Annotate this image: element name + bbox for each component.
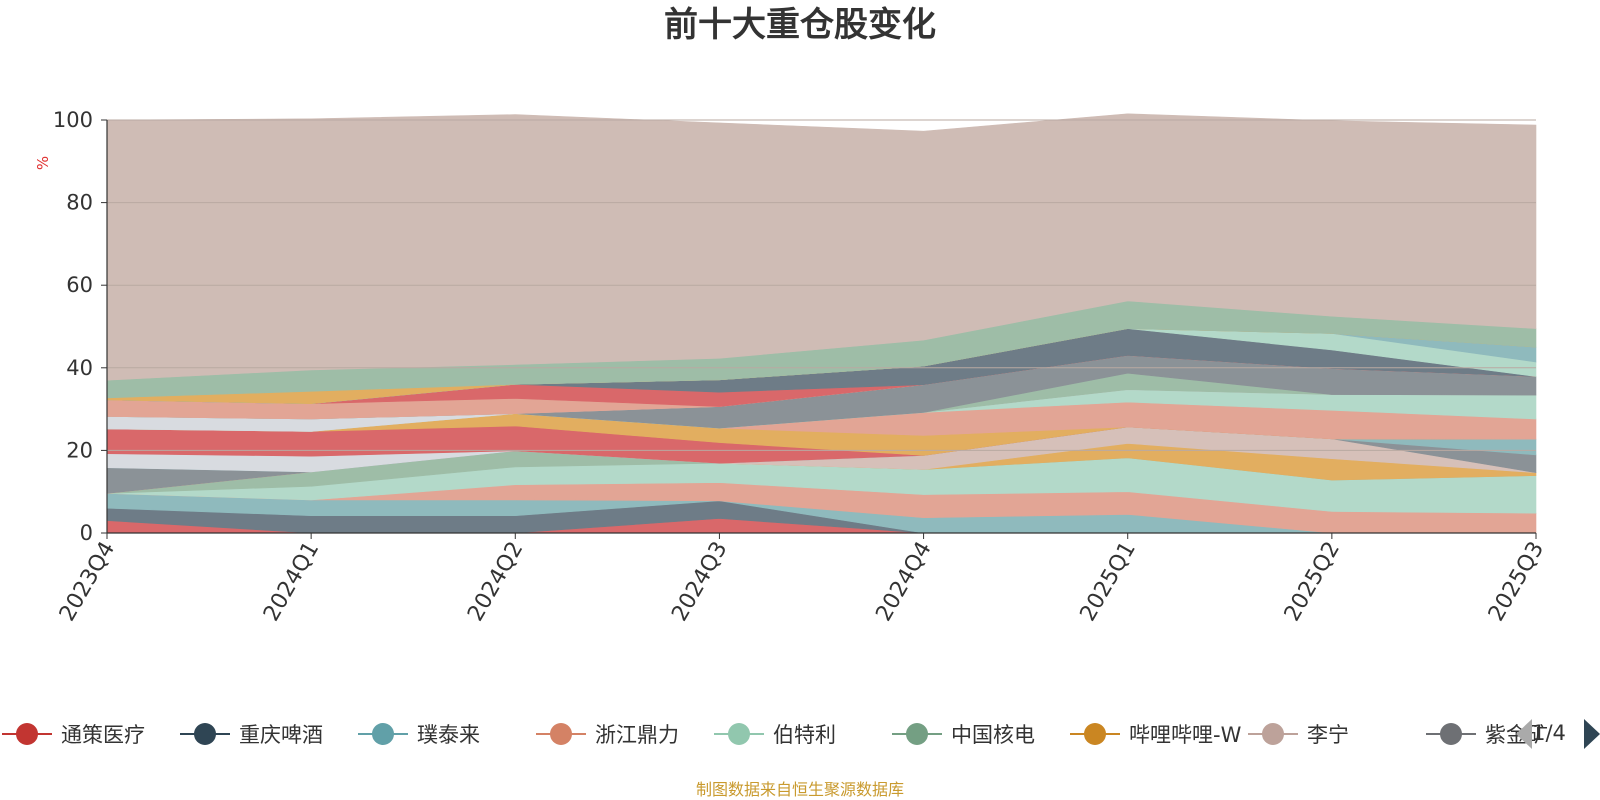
- chart-title: 前十大重仓股变化: [664, 5, 936, 45]
- y-tick-labels: 0 20 40 60 80 100: [53, 108, 93, 545]
- legend-label: 伯特利: [773, 723, 836, 747]
- legend-marker-icon: [1262, 723, 1284, 745]
- legend-label: 哔哩哔哩-W: [1129, 723, 1242, 747]
- x-tick-label: 2025Q3: [1484, 538, 1549, 626]
- legend-marker-icon: [194, 723, 216, 745]
- x-tick-label: 2024Q2: [463, 538, 528, 626]
- legend-marker-icon: [728, 723, 750, 745]
- legend-label: 中国核电: [951, 723, 1035, 747]
- legend-item[interactable]: 李宁: [1248, 723, 1349, 747]
- y-tick-label: 40: [66, 356, 93, 380]
- legend-label: 浙江鼎力: [595, 723, 679, 747]
- gridlines: [107, 119, 1536, 451]
- triangle-left-icon[interactable]: [1516, 719, 1532, 749]
- y-tick-label: 0: [80, 521, 93, 545]
- legend-marker-icon: [372, 723, 394, 745]
- legend[interactable]: 通策医疗 重庆啤酒 璞泰来 浙江鼎力 伯特利 中国核电 哔哩哔哩-W 李宁 紫金矿: [2, 723, 1548, 747]
- legend-marker-icon: [906, 723, 928, 745]
- legend-marker-icon: [1440, 723, 1462, 745]
- x-tick-labels: 2023Q4 2024Q1 2024Q2 2024Q3 2024Q4 2025Q1 2025…: [55, 538, 1549, 626]
- legend-label: 重庆啤酒: [239, 723, 323, 747]
- legend-pager[interactable]: 1/4: [1516, 719, 1600, 749]
- legend-item[interactable]: 璞泰来: [358, 723, 480, 747]
- x-tick-label: 2024Q1: [259, 538, 324, 626]
- legend-marker-icon: [550, 723, 572, 745]
- x-tick-label: 2024Q4: [871, 538, 936, 626]
- x-tick-label: 2025Q2: [1280, 538, 1345, 626]
- legend-item[interactable]: 通策医疗: [2, 723, 145, 747]
- x-tick-label: 2023Q4: [55, 538, 120, 626]
- legend-item[interactable]: 中国核电: [892, 723, 1035, 747]
- legend-item[interactable]: 伯特利: [714, 723, 836, 747]
- legend-label: 通策医疗: [61, 723, 145, 747]
- x-tick-label: 2025Q1: [1076, 538, 1141, 626]
- y-axis-unit: %: [34, 156, 52, 170]
- x-tick-label: 2024Q3: [667, 538, 732, 626]
- legend-marker-icon: [1084, 723, 1106, 745]
- area-series-group: [106, 113, 1537, 534]
- axes: [101, 119, 1537, 539]
- legend-item[interactable]: 重庆啤酒: [180, 723, 323, 747]
- legend-item[interactable]: 浙江鼎力: [536, 723, 679, 747]
- legend-page-indicator: 1/4: [1532, 721, 1566, 745]
- data-source-note: 制图数据来自恒生聚源数据库: [696, 780, 904, 799]
- triangle-right-icon[interactable]: [1584, 719, 1600, 749]
- y-tick-label: 80: [66, 191, 93, 215]
- legend-marker-icon: [16, 723, 38, 745]
- legend-label: 李宁: [1307, 723, 1349, 747]
- legend-item[interactable]: 哔哩哔哩-W: [1070, 723, 1242, 747]
- y-tick-label: 100: [53, 108, 93, 132]
- y-tick-label: 60: [66, 273, 93, 297]
- y-tick-label: 20: [66, 438, 93, 462]
- legend-label: 璞泰来: [417, 723, 480, 747]
- legend-label: 紫金矿: [1485, 723, 1548, 747]
- legend-item[interactable]: 紫金矿: [1426, 723, 1548, 747]
